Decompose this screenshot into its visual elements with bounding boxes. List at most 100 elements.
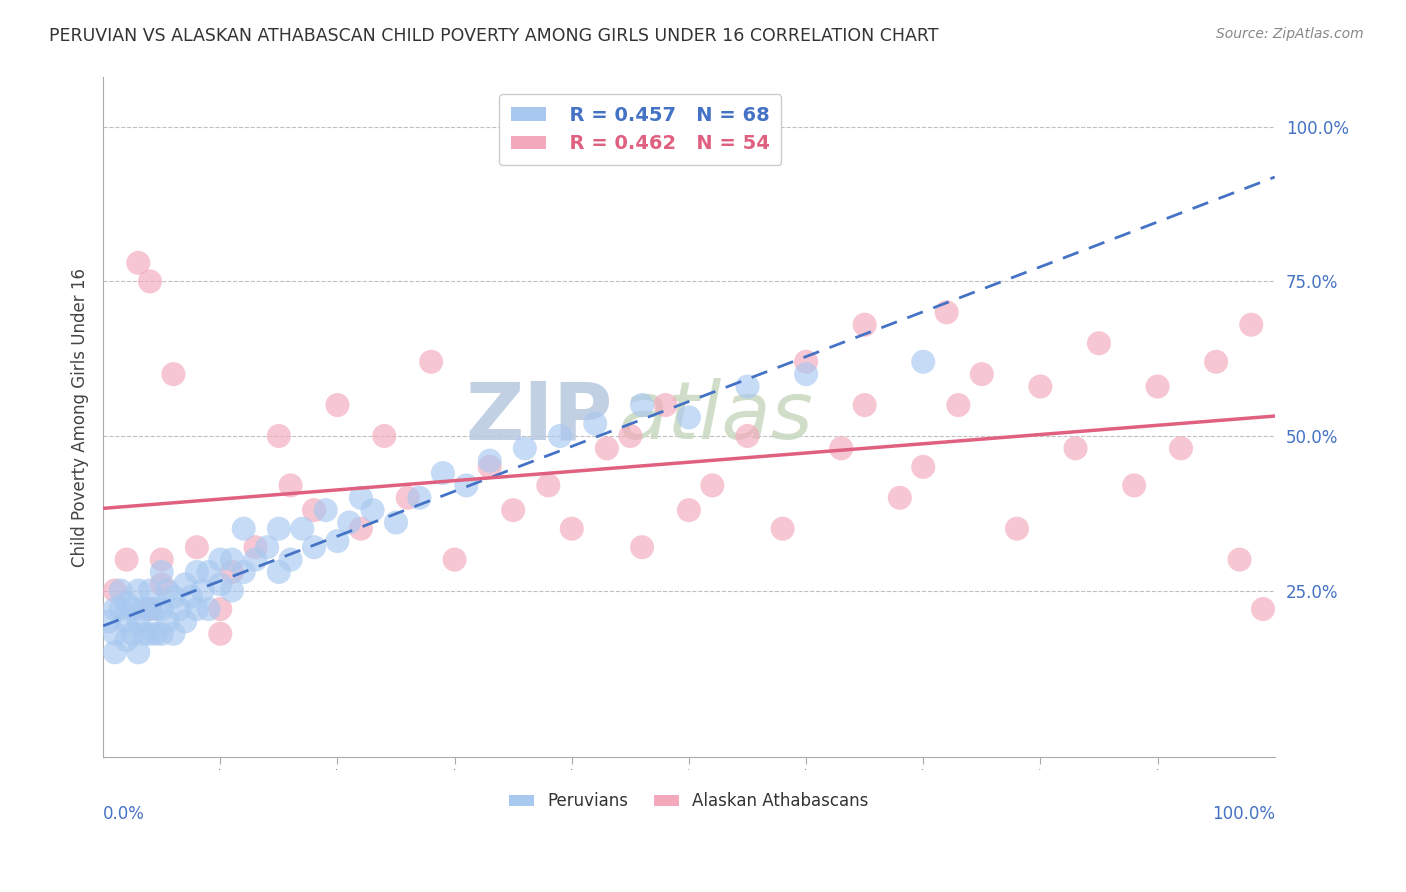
Point: [478, 459, 501, 474]
Point: [121, 627, 143, 641]
Point: [127, 615, 149, 629]
Point: [280, 552, 302, 566]
Point: [134, 602, 156, 616]
Point: [350, 522, 373, 536]
Point: [396, 491, 419, 505]
Point: [245, 552, 267, 566]
Point: [361, 503, 384, 517]
Point: [127, 583, 149, 598]
Point: [443, 552, 465, 566]
Point: [104, 602, 127, 616]
Point: [478, 453, 501, 467]
Point: [619, 429, 641, 443]
Point: [302, 540, 325, 554]
Point: [583, 417, 606, 431]
Point: [104, 645, 127, 659]
Point: [1146, 379, 1168, 393]
Point: [209, 552, 232, 566]
Point: [1251, 602, 1274, 616]
Point: [127, 256, 149, 270]
Point: [1005, 522, 1028, 536]
Point: [110, 602, 132, 616]
Text: atlas: atlas: [619, 378, 814, 457]
Point: [169, 602, 191, 616]
Point: [191, 583, 214, 598]
Point: [432, 466, 454, 480]
Point: [794, 367, 817, 381]
Point: [548, 429, 571, 443]
Point: [174, 577, 197, 591]
Point: [1123, 478, 1146, 492]
Point: [291, 522, 314, 536]
Point: [209, 627, 232, 641]
Point: [150, 577, 173, 591]
Point: [830, 442, 852, 456]
Point: [115, 615, 138, 629]
Point: [150, 552, 173, 566]
Point: [110, 583, 132, 598]
Point: [1064, 442, 1087, 456]
Point: [948, 398, 970, 412]
Legend: Peruvians, Alaskan Athabascans: Peruvians, Alaskan Athabascans: [503, 786, 875, 817]
Point: [150, 627, 173, 641]
Text: 100.0%: 100.0%: [1212, 805, 1275, 823]
Point: [209, 577, 232, 591]
Point: [127, 645, 149, 659]
Point: [502, 503, 524, 517]
Point: [456, 478, 478, 492]
Point: [139, 583, 162, 598]
Point: [162, 367, 184, 381]
Point: [326, 398, 349, 412]
Point: [1205, 355, 1227, 369]
Point: [267, 522, 290, 536]
Point: [115, 632, 138, 647]
Point: [912, 459, 935, 474]
Point: [150, 565, 173, 579]
Point: [537, 478, 560, 492]
Point: [678, 503, 700, 517]
Point: [970, 367, 993, 381]
Text: Source: ZipAtlas.com: Source: ZipAtlas.com: [1216, 27, 1364, 41]
Point: [162, 590, 184, 604]
Point: [186, 565, 208, 579]
Point: [702, 478, 724, 492]
Point: [145, 602, 167, 616]
Point: [596, 442, 619, 456]
Point: [139, 602, 162, 616]
Point: [853, 318, 876, 332]
Point: [737, 379, 759, 393]
Point: [772, 522, 794, 536]
Point: [162, 627, 184, 641]
Point: [139, 627, 162, 641]
Text: ZIP: ZIP: [465, 378, 613, 457]
Point: [561, 522, 583, 536]
Point: [1088, 336, 1111, 351]
Point: [115, 552, 138, 566]
Point: [104, 583, 127, 598]
Point: [245, 540, 267, 554]
Point: [197, 602, 219, 616]
Point: [134, 627, 156, 641]
Point: [1229, 552, 1251, 566]
Point: [221, 565, 243, 579]
Point: [232, 522, 254, 536]
Point: [631, 398, 654, 412]
Point: [104, 627, 127, 641]
Point: [232, 565, 254, 579]
Point: [302, 503, 325, 517]
Point: [280, 478, 302, 492]
Point: [267, 565, 290, 579]
Point: [180, 590, 202, 604]
Point: [935, 305, 957, 319]
Point: [156, 583, 179, 598]
Point: [186, 602, 208, 616]
Point: [221, 552, 243, 566]
Point: [209, 602, 232, 616]
Point: [1029, 379, 1052, 393]
Point: [121, 602, 143, 616]
Point: [337, 516, 360, 530]
Point: [420, 355, 443, 369]
Point: [631, 540, 654, 554]
Point: [186, 540, 208, 554]
Point: [139, 275, 162, 289]
